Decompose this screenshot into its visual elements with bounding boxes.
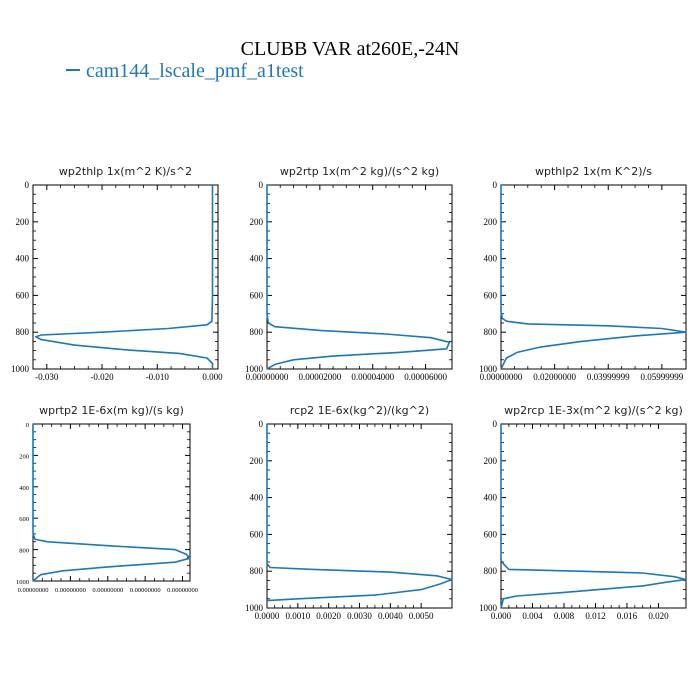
x-tick-label: 0.00000000 [480,372,523,382]
y-tick-label: 200 [19,453,29,460]
y-tick-label: 200 [484,217,498,227]
series-line [500,185,687,370]
y-tick-label: 400 [484,254,498,264]
plot-frame [266,184,453,370]
y-tick-label: 400 [484,493,498,503]
legend: cam144_lscale_pmf_a1test [66,60,304,83]
x-tick-label: 0.00000000 [246,372,289,382]
plot-panel-3: wpthlp2 1x(m K^2)/s 0 200 400 600 800 10000.00… [479,165,687,382]
y-tick-label: 0 [25,180,30,190]
plot-panel-2: wp2rtp 1x(m^2 kg)/(s^2 kg) 0 200 400 600 800 1… [245,165,453,382]
x-tick-label: 0.000 [491,611,512,621]
plot-title: wprtp2 1E-6x(m kg)/(s kg) [39,404,184,417]
y-tick-label: 800 [16,327,30,337]
y-tick-label: 600 [484,529,498,539]
x-tick-label: -0.010 [146,372,170,382]
x-tick-label: 0.016 [617,611,638,621]
plot-frame [32,184,219,370]
x-tick-label: -0.030 [35,372,59,382]
y-tick-label: 400 [250,493,264,503]
x-tick-label: 0.0050 [409,611,434,621]
y-tick-label: 0 [493,419,498,429]
y-tick-label: 600 [250,529,264,539]
y-tick-label: 1000 [245,603,264,613]
y-tick-label: 200 [484,456,498,466]
x-tick-label: 0.00000000 [18,587,49,594]
y-tick-label: 1000 [11,364,30,374]
x-tick-label: 0.020 [648,611,669,621]
plot-title: wpthlp2 1x(m K^2)/s [535,165,652,178]
y-tick-label: 0 [259,419,264,429]
y-tick-label: 200 [250,217,264,227]
x-tick-label: 0.00000000 [55,587,86,594]
plot-panel-4: wprtp2 1E-6x(m kg)/(s kg) 0 200 400 600 800 10… [16,404,198,594]
x-tick-label: 0.00000000 [130,587,161,594]
x-tick-label: 0.05999999 [640,372,683,382]
x-tick-label: 0.0010 [285,611,310,621]
plot-frame [500,423,687,609]
x-tick-label: 0.0020 [316,611,341,621]
x-tick-label: 0.00006000 [404,372,447,382]
y-tick-label: 400 [19,485,29,492]
x-tick-label: 0.000 [202,372,223,382]
x-tick-label: 0.00002000 [298,372,341,382]
y-tick-label: 600 [484,290,498,300]
series-line [32,424,191,582]
y-tick-label: 600 [19,516,29,523]
legend-label: cam144_lscale_pmf_a1test [86,60,304,82]
x-tick-label: 0.008 [554,611,575,621]
y-tick-label: 1000 [245,364,264,374]
y-tick-label: 0 [493,180,498,190]
y-tick-label: 0 [259,180,264,190]
x-tick-label: 0.00000000 [92,587,123,594]
x-tick-label: 0.00004000 [351,372,394,382]
plot-panel-5: rcp2 1E-6x(kg^2)/(kg^2) 0 200 400 600 800 1000… [245,404,453,621]
y-tick-label: 0 [26,422,29,429]
series-line [34,185,214,369]
y-tick-label: 1000 [479,603,498,613]
x-tick-label: 0.02000000 [533,372,576,382]
y-tick-label: 200 [250,456,264,466]
x-tick-label: 0.03999999 [587,372,630,382]
figure-title: CLUBB VAR at260E,-24N [240,38,460,60]
y-tick-label: 800 [484,566,498,576]
legend-line-swatch [66,69,80,72]
y-tick-label: 800 [250,327,264,337]
x-tick-label: 0.004 [522,611,543,621]
plot-panel-6: wp2rcp 1E-3x(m^2 kg)/(s^2 kg) 0 200 400 600 8… [479,404,687,621]
y-tick-label: 400 [16,254,30,264]
series-line [266,424,453,602]
y-tick-label: 800 [250,566,264,576]
x-tick-label: 0.0000 [255,611,280,621]
y-tick-label: 200 [16,217,30,227]
plot-title: wp2thlp 1x(m^2 K)/s^2 [59,165,192,178]
y-tick-label: 800 [484,327,498,337]
y-tick-label: 1000 [16,579,29,586]
x-tick-label: 0.00000000 [167,587,198,594]
plot-title: wp2rcp 1E-3x(m^2 kg)/(s^2 kg) [504,404,683,417]
plot-frame [500,184,687,370]
plot-title: rcp2 1E-6x(kg^2)/(kg^2) [290,404,429,417]
y-tick-label: 800 [19,548,29,555]
plot-title: wp2rtp 1x(m^2 kg)/(s^2 kg) [280,165,439,178]
y-tick-label: 600 [16,290,30,300]
plot-frame [32,423,191,582]
series-line [266,185,451,370]
x-tick-label: 0.0030 [347,611,372,621]
x-tick-label: 0.012 [585,611,605,621]
plot-frame [266,423,453,609]
series-line [500,424,687,609]
y-tick-label: 400 [250,254,264,264]
x-tick-label: 0.0040 [378,611,403,621]
plot-panel-1: wp2thlp 1x(m^2 K)/s^2 0 200 400 600 800 1000 -0… [11,165,223,382]
y-tick-label: 1000 [479,364,498,374]
y-tick-label: 600 [250,290,264,300]
x-tick-label: -0.020 [90,372,114,382]
